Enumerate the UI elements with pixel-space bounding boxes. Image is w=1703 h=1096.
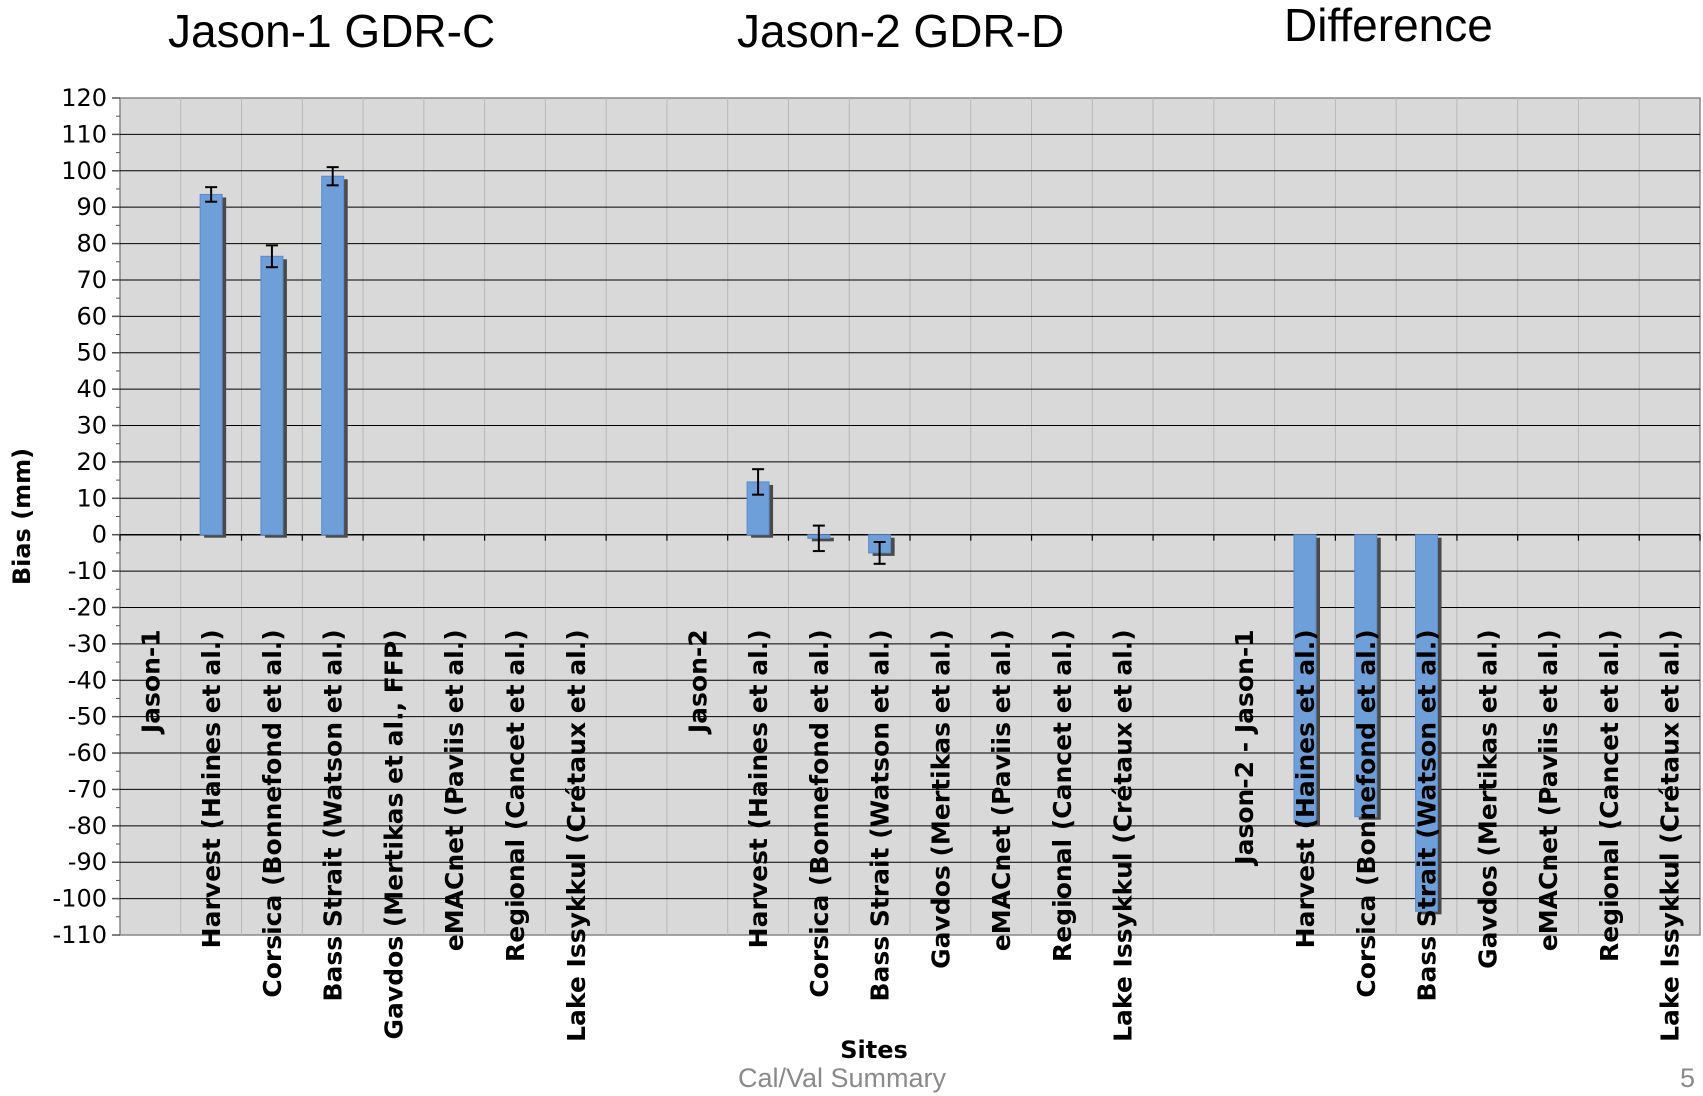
y-tick-label: -20 (68, 593, 107, 621)
x-category-label: eMACnet (Paviis et al.) (987, 629, 1016, 951)
x-category-label: Bass Strait (Watson et al.) (1413, 629, 1442, 1001)
x-category-label: Lake Issykkul (Crétaux et al.) (1109, 629, 1138, 1042)
y-tick-label: 10 (76, 484, 107, 512)
y-tick-label: 50 (76, 339, 107, 367)
y-tick-label: 70 (76, 266, 107, 294)
y-tick-label: 40 (76, 375, 107, 403)
x-category-label: Corsica (Bonnefond et al.) (258, 629, 287, 997)
x-category-label: Harvest (Haines et al.) (744, 629, 773, 948)
x-category-label: Bass Strait (Watson et al.) (866, 629, 895, 1001)
x-axis-title: Sites (840, 1036, 908, 1064)
y-tick-label: -50 (68, 703, 107, 731)
y-tick-label: 60 (76, 302, 107, 330)
y-tick-label: -10 (68, 557, 107, 585)
bar (322, 176, 344, 534)
y-tick-label: 80 (76, 230, 107, 258)
x-category-label: Jason-2 - Jason-1 (1230, 629, 1259, 866)
x-category-label: Bass Strait (Watson et al.) (319, 629, 348, 1001)
y-tick-label: -30 (68, 630, 107, 658)
x-category-label: Regional (Cancet et al.) (1595, 629, 1624, 962)
x-category-label: Corsica (Bonnefond et al.) (805, 629, 834, 997)
y-tick-label: -70 (68, 775, 107, 803)
x-category-label: Regional (Cancet et al.) (1048, 629, 1077, 962)
y-tick-label: 100 (61, 157, 107, 185)
y-tick-label: 20 (76, 448, 107, 476)
y-tick-label: -90 (68, 848, 107, 876)
y-tick-label: 90 (76, 193, 107, 221)
y-tick-label: -80 (68, 812, 107, 840)
x-category-label: Lake Issykkul (Crétaux et al.) (1656, 629, 1685, 1042)
x-category-label: Gavdos (Mertikas et al., FFP) (379, 629, 408, 1039)
x-category-label: Jason-2 (683, 629, 712, 735)
y-tick-label: -60 (68, 739, 107, 767)
x-category-label: Gavdos (Mertikas et al.) (1473, 629, 1502, 969)
y-tick-label: 110 (61, 120, 107, 148)
y-tick-label: 120 (61, 84, 107, 112)
x-category-label: Harvest (Haines et al.) (197, 629, 226, 948)
y-tick-label: 0 (92, 521, 107, 549)
x-category-label: Harvest (Haines et al.) (1291, 629, 1320, 948)
y-tick-label: -100 (53, 885, 107, 913)
y-tick-label: -40 (68, 666, 107, 694)
bar (200, 194, 222, 534)
x-category-label: eMACnet (Paviis et al.) (440, 629, 469, 951)
x-category-label: Gavdos (Mertikas et al.) (926, 629, 955, 969)
x-category-label: Jason-1 (136, 629, 165, 735)
y-tick-label: -110 (53, 921, 107, 949)
x-category-label: Corsica (Bonnefond et al.) (1352, 629, 1381, 997)
y-tick-label: 30 (76, 412, 107, 440)
page-number: 5 (1680, 1063, 1695, 1094)
x-category-label: Regional (Cancet et al.) (501, 629, 530, 962)
bar (261, 256, 283, 534)
x-category-label: eMACnet (Paviis et al.) (1534, 629, 1563, 951)
y-axis-title: Bias (mm) (8, 448, 36, 585)
x-category-label: Lake Issykkul (Crétaux et al.) (562, 629, 591, 1042)
footer-text: Cal/Val Summary (738, 1063, 946, 1094)
